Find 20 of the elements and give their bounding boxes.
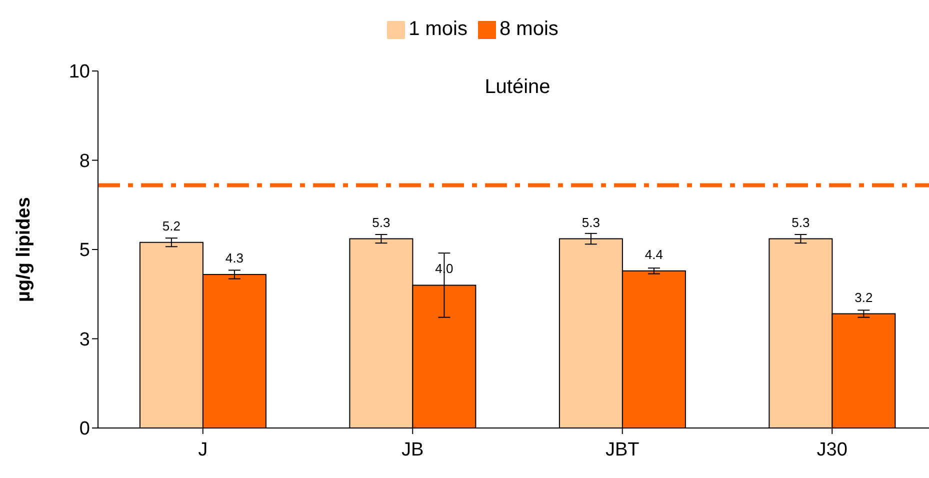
y-tick-label: 5	[79, 240, 90, 262]
data-label: 4.4	[644, 246, 663, 262]
legend-label: 1 mois	[408, 18, 468, 40]
data-label: 5.3	[582, 214, 600, 230]
data-label: 5.3	[372, 214, 390, 230]
y-tick-label: 8	[79, 150, 90, 172]
data-label: 5.2	[162, 218, 180, 234]
data-label: 4.3	[225, 250, 244, 266]
y-tick-label: 3	[79, 329, 90, 350]
y-axis-title: µg/g lipides	[14, 197, 35, 302]
data-label: 5.3	[792, 214, 810, 230]
x-tick-label: J	[198, 439, 208, 460]
y-tick-label: 10	[68, 62, 90, 83]
y-tick-label: 0	[79, 418, 90, 440]
legend-label: 8 mois	[500, 18, 558, 40]
x-tick-label: JB	[402, 439, 424, 460]
chart-title: Lutéine	[484, 76, 552, 99]
data-label: 3.2	[854, 290, 873, 305]
x-tick-label: J30	[816, 439, 848, 460]
x-tick-label: JBT	[605, 439, 640, 460]
